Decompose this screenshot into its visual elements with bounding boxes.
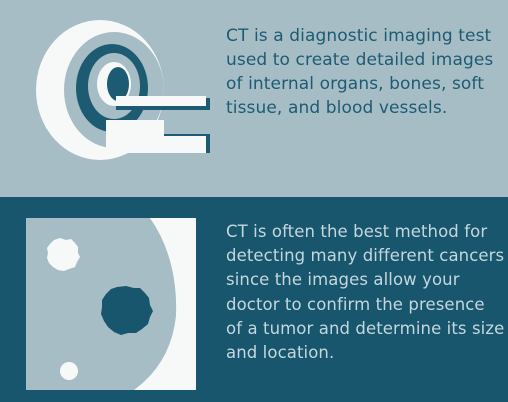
top-panel: CT is a diagnostic imaging test used to …: [0, 0, 508, 197]
ct-scanner-icon: [28, 10, 218, 160]
cancer-detection-text: CT is often the best method for detectin…: [226, 222, 505, 363]
tumor-scan-icon: [26, 218, 196, 390]
ct-description-text: CT is a diagnostic imaging test used to …: [226, 26, 494, 118]
